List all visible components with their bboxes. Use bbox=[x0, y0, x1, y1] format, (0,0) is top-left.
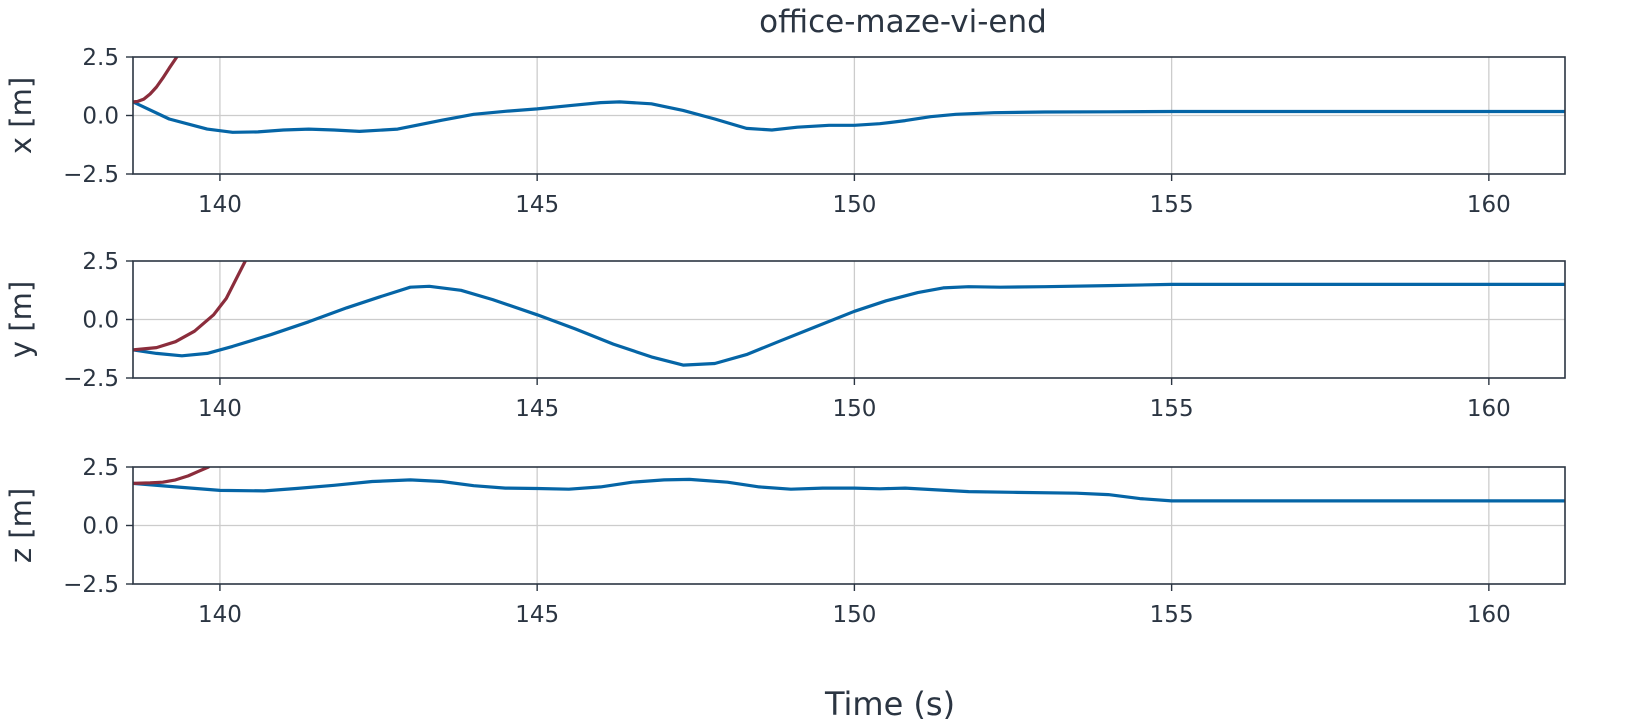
x-tick-label: 145 bbox=[515, 602, 559, 628]
y-axis-label: y [m] bbox=[4, 281, 38, 358]
y-axis-label: x [m] bbox=[4, 77, 38, 154]
y-tick-label: 0.0 bbox=[82, 104, 119, 130]
plot-frame bbox=[132, 260, 1566, 379]
series-line-1 bbox=[133, 57, 179, 104]
y-tick-label: 0.0 bbox=[82, 308, 119, 334]
panel-0: 140 145 150 155 160 −2.5 0.0 2.5 x [m] bbox=[4, 45, 1566, 218]
series-line-1 bbox=[133, 261, 247, 352]
x-tick-label: 140 bbox=[198, 192, 242, 218]
y-axis-label: z [m] bbox=[4, 488, 38, 563]
y-tick-label: 0.0 bbox=[82, 514, 119, 540]
x-axis-label: Time (s) bbox=[824, 685, 955, 723]
series-line-0 bbox=[133, 477, 1565, 503]
x-tick-label: 150 bbox=[832, 602, 876, 628]
y-tick-label: −2.5 bbox=[63, 572, 119, 598]
plot-frame bbox=[132, 466, 1566, 585]
series-line-0 bbox=[133, 100, 1565, 134]
plot-frame bbox=[132, 56, 1566, 175]
x-tick-label: 145 bbox=[515, 192, 559, 218]
x-tick-label: 160 bbox=[1467, 192, 1511, 218]
panel-1: 140 145 150 155 160 −2.5 0.0 2.5 y [m] bbox=[4, 249, 1566, 422]
x-tick-label: 140 bbox=[198, 396, 242, 422]
x-tick-label: 155 bbox=[1150, 396, 1194, 422]
x-tick-label: 150 bbox=[832, 396, 876, 422]
x-tick-label: 150 bbox=[832, 192, 876, 218]
x-tick-label: 155 bbox=[1150, 602, 1194, 628]
x-tick-label: 145 bbox=[515, 396, 559, 422]
y-tick-label: 2.5 bbox=[82, 455, 119, 481]
x-tick-label: 140 bbox=[198, 602, 242, 628]
series-line-1 bbox=[133, 467, 211, 485]
x-tick-label: 160 bbox=[1467, 396, 1511, 422]
panel-2: 140 145 150 155 160 −2.5 0.0 2.5 z [m] bbox=[4, 455, 1566, 628]
x-tick-label: 160 bbox=[1467, 602, 1511, 628]
y-tick-label: −2.5 bbox=[63, 366, 119, 392]
y-tick-label: 2.5 bbox=[82, 45, 119, 71]
series-line-0 bbox=[133, 282, 1565, 367]
panels: 140 145 150 155 160−2.50.02.5x [m]140 145 150 1… bbox=[4, 45, 1566, 628]
y-tick-label: −2.5 bbox=[63, 162, 119, 188]
x-tick-label: 155 bbox=[1150, 192, 1194, 218]
chart-title: office-maze-vi-end bbox=[759, 4, 1047, 40]
y-tick-label: 2.5 bbox=[82, 249, 119, 275]
